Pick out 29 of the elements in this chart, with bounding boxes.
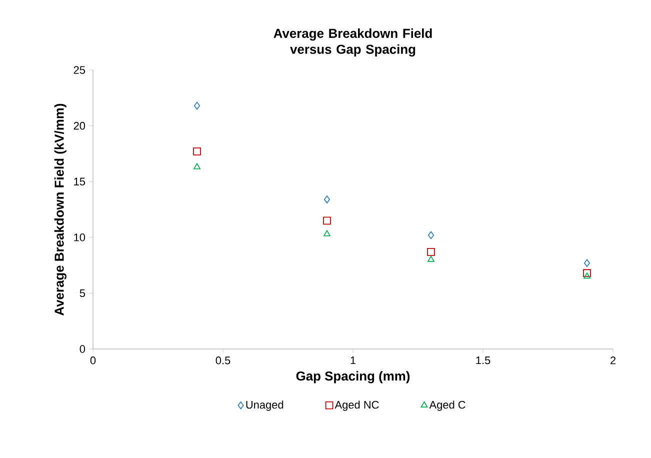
y-tick-label: 20 [74,122,86,130]
point [428,256,434,262]
y-tick-label: 25 [74,66,86,74]
point [584,259,590,268]
point [194,102,200,110]
y-tick-label: 0 [80,345,86,353]
x-tick-label: 0.5 [216,356,230,364]
point [324,196,330,204]
legend-label: Aged C [429,400,466,411]
point [427,248,435,256]
x-tick-label: 1.5 [476,356,490,364]
point [583,269,591,278]
chart-title: Average Breakdown Field versus Gap Spacing [274,28,432,57]
x-tick-label: 2 [610,356,616,364]
point [428,231,434,240]
legend-label: Unaged [246,400,284,411]
y-axis-title: Average Breakdown Field (kV/mm) [54,104,66,316]
x-tick-label: 0 [90,356,96,364]
legend-label: Aged NC [334,400,379,411]
y-tick-label: 15 [74,178,86,186]
x-axis-title: Gap Spacing (mm) [296,371,410,384]
y-tick-label: 5 [80,289,86,298]
point [323,216,331,225]
x-tick-label: 1 [350,356,356,364]
point [324,230,330,236]
point [584,272,590,279]
y-tick-label: 10 [74,234,86,242]
point [193,148,201,156]
point [194,163,200,170]
